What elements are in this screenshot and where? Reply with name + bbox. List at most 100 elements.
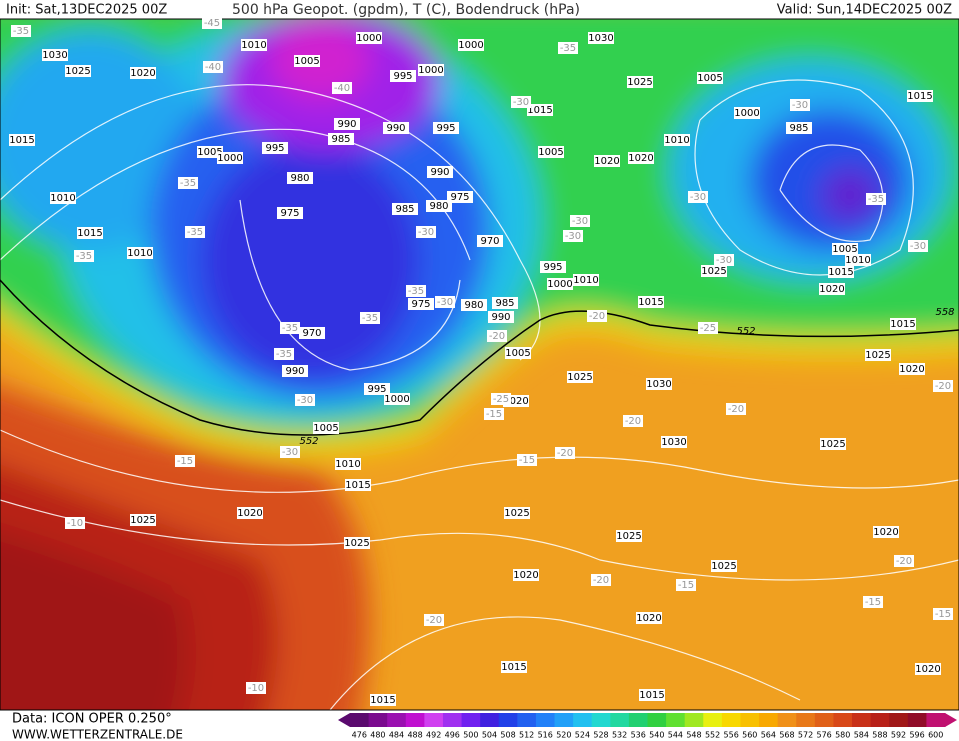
- isobar-label-box: [873, 526, 899, 538]
- legend-swatch: [554, 713, 574, 727]
- temperature-label-box: [570, 215, 590, 227]
- isobar-label-box: [364, 383, 390, 395]
- isobar-label: 1005: [832, 244, 857, 255]
- legend-swatch: [703, 713, 723, 727]
- legend-swatch: [889, 713, 909, 727]
- contour-label: 552: [299, 436, 318, 447]
- legend-swatch: [777, 713, 797, 727]
- temperature-label-box: [202, 17, 222, 29]
- isobar-label: 1000: [356, 33, 381, 44]
- isobar-label: 1000: [458, 40, 483, 51]
- isobar-label-box: [786, 122, 812, 134]
- isobar-label-box: [65, 65, 91, 77]
- temperature-label-box: [908, 240, 928, 252]
- temperature-label: -35: [13, 26, 29, 37]
- isobar-label-box: [299, 327, 325, 339]
- isobar-label: 1020: [636, 613, 661, 624]
- isobar-label: 980: [464, 300, 483, 311]
- legend-label: 476: [352, 731, 367, 740]
- temperature-label: -20: [489, 331, 505, 342]
- isobar-label-box: [638, 296, 664, 308]
- legend-label: 600: [928, 731, 943, 740]
- temperature-label: -20: [896, 556, 912, 567]
- temperature-label: -30: [910, 241, 926, 252]
- isobar-label-box: [458, 39, 484, 51]
- isobar-label: 1020: [503, 396, 528, 407]
- isobar-label-box: [697, 72, 723, 84]
- temperature-label: -20: [589, 311, 605, 322]
- isobar-label: 1015: [77, 228, 102, 239]
- temperature-label: -30: [297, 395, 313, 406]
- isobar-label: 1015: [527, 105, 552, 116]
- isobar-label: 1020: [819, 284, 844, 295]
- temperature-label-box: [790, 99, 810, 111]
- legend-label: 536: [631, 731, 646, 740]
- isobar-label: 990: [491, 312, 510, 323]
- isobar-label: 1015: [9, 135, 34, 146]
- isobar-label-box: [77, 227, 103, 239]
- isobar-label: 1015: [638, 297, 663, 308]
- temperature-label: -30: [792, 100, 808, 111]
- isobar-label: 1020: [513, 570, 538, 581]
- temperature-label-box: [360, 312, 380, 324]
- isobar-label: 1005: [313, 423, 338, 434]
- temperature-label-box: [587, 310, 607, 322]
- temperature-label-box: [484, 408, 504, 420]
- temperature-label: -20: [935, 381, 951, 392]
- legend-label: 556: [724, 731, 739, 740]
- isobar-label-box: [899, 363, 925, 375]
- legend-swatch: [573, 713, 593, 727]
- data-source: Data: ICON OPER 0.250°: [12, 712, 172, 727]
- isobar-label-box: [127, 247, 153, 259]
- temperature-label: -30: [437, 297, 453, 308]
- site: WWW.WETTERZENTRALE.DE: [12, 728, 183, 741]
- temperature-label-box: [714, 254, 734, 266]
- isobar-label: 1020: [915, 664, 940, 675]
- legend-label: 584: [854, 731, 869, 740]
- temperature-label: -15: [678, 580, 694, 591]
- temperature-label-box: [487, 330, 507, 342]
- isobar-label-box: [426, 200, 452, 212]
- isobar-label: 1025: [616, 531, 641, 542]
- temperature-label-box: [435, 296, 455, 308]
- legend-swatch: [628, 713, 648, 727]
- isobar-label-box: [636, 612, 662, 624]
- isobar-label-box: [282, 365, 308, 377]
- temperature-label: -30: [572, 216, 588, 227]
- isobar-label: 975: [450, 192, 469, 203]
- legend-swatch: [350, 713, 370, 727]
- isobar-label-box: [130, 514, 156, 526]
- isobar-label-box: [356, 32, 382, 44]
- isobar-label: 1000: [384, 394, 409, 405]
- legend-label: 488: [407, 731, 422, 740]
- isobar-label-box: [820, 438, 846, 450]
- isobar-label-box: [392, 203, 418, 215]
- legend-label: 580: [835, 731, 850, 740]
- legend-label: 572: [798, 731, 813, 740]
- isobar-label-box: [540, 261, 566, 273]
- legend-swatch: [926, 713, 946, 727]
- isobar-label: 1010: [127, 248, 152, 259]
- temperature-label: -25: [700, 323, 716, 334]
- temperature-label: -30: [513, 97, 529, 108]
- temperature-label-box: [65, 517, 85, 529]
- temperature-label-box: [203, 61, 223, 73]
- isobar-label: 1020: [628, 153, 653, 164]
- legend-swatch: [442, 713, 463, 727]
- isobar-label-box: [865, 349, 891, 361]
- temperature-label-box: [280, 322, 300, 334]
- isobar-label-box: [588, 32, 614, 44]
- isobar-label: 1010: [664, 135, 689, 146]
- temperature-label-box: [688, 191, 708, 203]
- valid-time: Valid: Sun,14DEC2025 00Z: [777, 3, 952, 18]
- contour-label: 552: [736, 326, 755, 337]
- isobar-label: 1010: [50, 193, 75, 204]
- isobar-label: 1025: [65, 66, 90, 77]
- isobar-label-box: [130, 67, 156, 79]
- isobar-label-box: [845, 254, 871, 266]
- isobar-label: 1000: [547, 279, 572, 290]
- isobar-label-box: [277, 207, 303, 219]
- temperature-label: -15: [177, 456, 193, 467]
- legend-arrow-left: [338, 713, 350, 727]
